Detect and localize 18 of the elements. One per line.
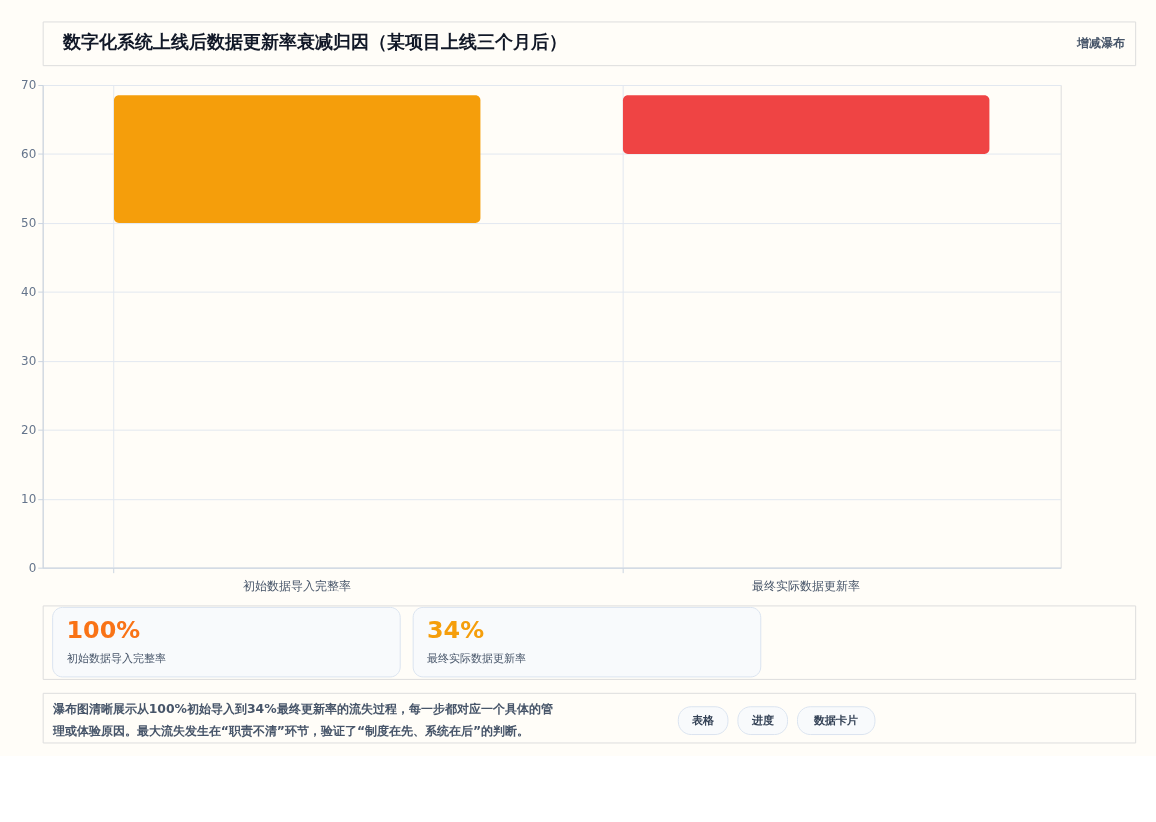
text: 数据卡片: [813, 713, 859, 727]
y-tick-label: 60: [21, 147, 37, 162]
text: 瀑布图清晰展示从100%初始导入到34%最终更新率的流失过程，每一步都对应一个具体的管理或体验原因。最大流失发生在“职责不清”环节，验证了“制度在先、系统在后”的判断。: [51, 700, 553, 738]
y-tick-label: 50: [21, 216, 37, 231]
chart-title: 数字化系统上线后数据更新率衰减归因（某项目上线三个月后）: [61, 31, 567, 53]
text: 进度: [750, 713, 774, 727]
y-tick-label: 40: [21, 285, 37, 300]
text: 最终实际数据更新率: [427, 652, 527, 666]
y-tick-label: 70: [21, 78, 37, 93]
y-tick-label: 0: [28, 561, 37, 576]
y-tick-label: 10: [21, 492, 37, 507]
text: 表格: [691, 713, 716, 727]
text: 100%: [66, 616, 141, 645]
text: 34%: [427, 616, 485, 645]
y-tick-label: 20: [21, 423, 37, 438]
text: 初始数据导入完整率: [66, 652, 166, 666]
text: 增减瀑布: [1076, 36, 1126, 51]
y-tick-label: 30: [21, 354, 37, 369]
